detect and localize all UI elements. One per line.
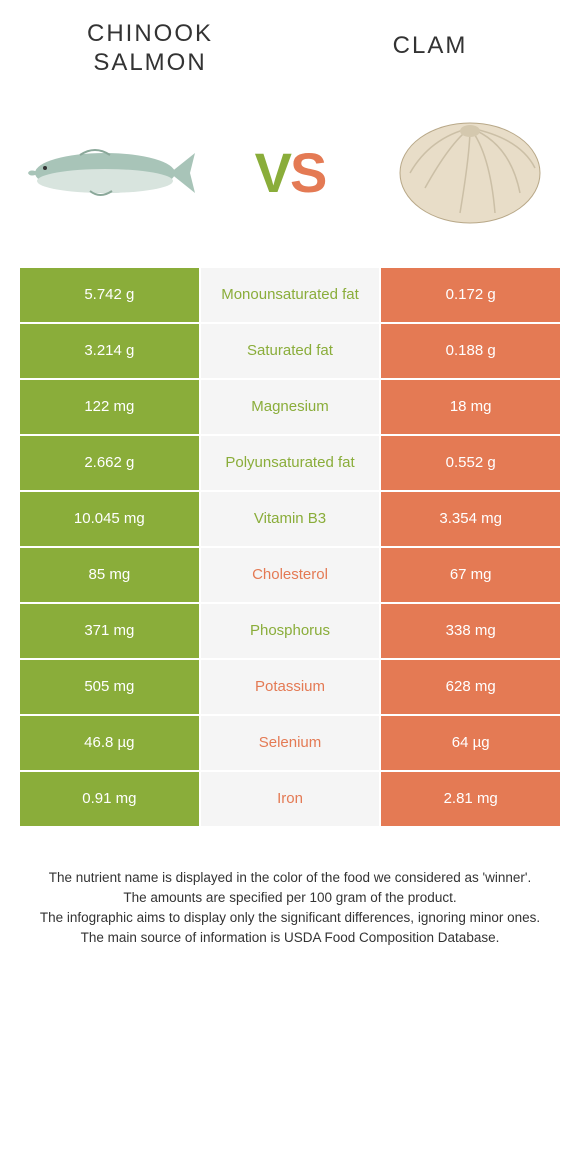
table-row: 85 mgCholesterol67 mg — [20, 548, 560, 604]
title-left: Chinook salmon — [50, 20, 250, 78]
footer-line: The main source of information is USDA F… — [20, 928, 560, 948]
footer: The nutrient name is displayed in the co… — [20, 868, 560, 949]
cell-left-value: 0.91 mg — [20, 772, 201, 826]
table-row: 505 mgPotassium628 mg — [20, 660, 560, 716]
title-right: Clam — [330, 20, 530, 78]
cell-left-value: 371 mg — [20, 604, 201, 658]
cell-right-value: 0.172 g — [381, 268, 560, 322]
cell-nutrient-label: Polyunsaturated fat — [201, 436, 382, 490]
cell-nutrient-label: Potassium — [201, 660, 382, 714]
cell-left-value: 122 mg — [20, 380, 201, 434]
cell-nutrient-label: Cholesterol — [201, 548, 382, 602]
cell-right-value: 67 mg — [381, 548, 560, 602]
table-row: 5.742 gMonounsaturated fat0.172 g — [20, 268, 560, 324]
cell-nutrient-label: Saturated fat — [201, 324, 382, 378]
cell-right-value: 0.552 g — [381, 436, 560, 490]
cell-right-value: 64 µg — [381, 716, 560, 770]
header: Chinook salmon Clam — [0, 0, 580, 88]
vs-label: VS — [255, 140, 326, 205]
salmon-image — [20, 118, 200, 228]
cell-left-value: 3.214 g — [20, 324, 201, 378]
table-row: 2.662 gPolyunsaturated fat0.552 g — [20, 436, 560, 492]
vs-v: V — [255, 141, 290, 204]
cell-nutrient-label: Iron — [201, 772, 382, 826]
table-row: 10.045 mgVitamin B33.354 mg — [20, 492, 560, 548]
cell-left-value: 2.662 g — [20, 436, 201, 490]
cell-nutrient-label: Phosphorus — [201, 604, 382, 658]
cell-nutrient-label: Selenium — [201, 716, 382, 770]
cell-nutrient-label: Monounsaturated fat — [201, 268, 382, 322]
table-row: 122 mgMagnesium18 mg — [20, 380, 560, 436]
nutrient-table: 5.742 gMonounsaturated fat0.172 g3.214 g… — [20, 268, 560, 828]
cell-nutrient-label: Vitamin B3 — [201, 492, 382, 546]
vs-row: VS — [0, 88, 580, 268]
cell-left-value: 5.742 g — [20, 268, 201, 322]
cell-left-value: 46.8 µg — [20, 716, 201, 770]
vs-s: S — [290, 141, 325, 204]
cell-nutrient-label: Magnesium — [201, 380, 382, 434]
cell-right-value: 338 mg — [381, 604, 560, 658]
cell-right-value: 3.354 mg — [381, 492, 560, 546]
clam-image — [380, 118, 560, 228]
footer-line: The infographic aims to display only the… — [20, 908, 560, 928]
table-row: 0.91 mgIron2.81 mg — [20, 772, 560, 828]
cell-left-value: 10.045 mg — [20, 492, 201, 546]
footer-line: The amounts are specified per 100 gram o… — [20, 888, 560, 908]
cell-right-value: 18 mg — [381, 380, 560, 434]
footer-line: The nutrient name is displayed in the co… — [20, 868, 560, 888]
cell-right-value: 0.188 g — [381, 324, 560, 378]
table-row: 371 mgPhosphorus338 mg — [20, 604, 560, 660]
cell-right-value: 2.81 mg — [381, 772, 560, 826]
table-row: 46.8 µgSelenium64 µg — [20, 716, 560, 772]
cell-left-value: 85 mg — [20, 548, 201, 602]
cell-left-value: 505 mg — [20, 660, 201, 714]
cell-right-value: 628 mg — [381, 660, 560, 714]
table-row: 3.214 gSaturated fat0.188 g — [20, 324, 560, 380]
